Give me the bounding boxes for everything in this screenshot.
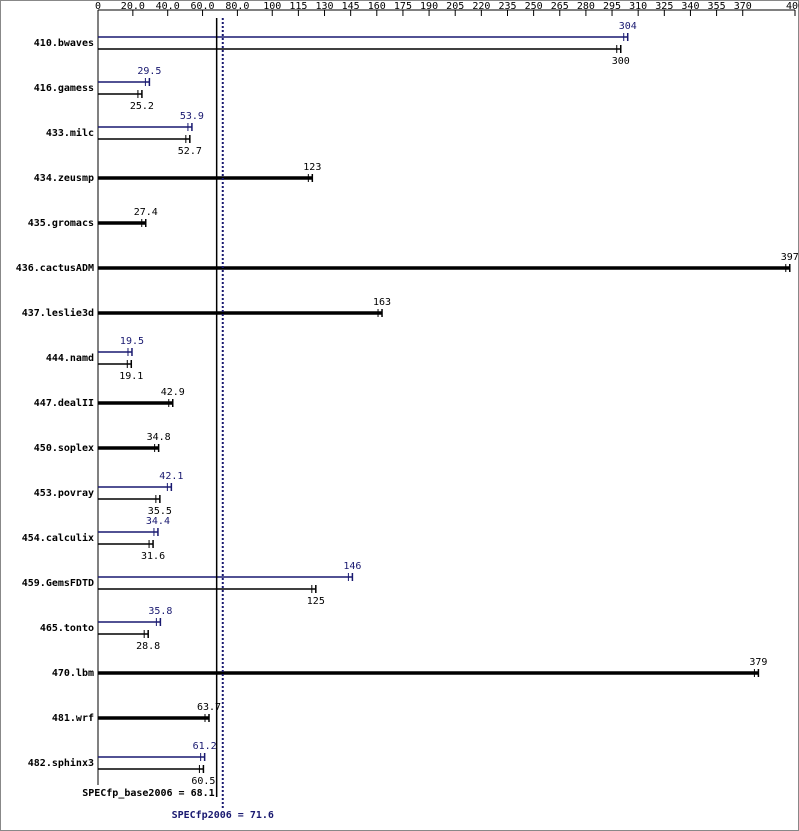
x-tick-label: 265 <box>551 1 569 12</box>
x-tick-label: 295 <box>603 1 621 12</box>
value-label: 304 <box>619 21 637 32</box>
value-label: 35.5 <box>148 506 172 517</box>
x-tick-label: 80.0 <box>225 1 249 12</box>
value-label: 379 <box>749 657 767 668</box>
x-tick-label: 190 <box>420 1 438 12</box>
value-label: 19.5 <box>120 336 144 347</box>
category-label: 416.gamess <box>34 83 94 94</box>
value-label: 35.8 <box>148 606 172 617</box>
category-label: 454.calculix <box>22 532 94 544</box>
value-label: 28.8 <box>136 641 160 652</box>
category-label: 482.sphinx3 <box>28 757 94 769</box>
category-label: 453.povray <box>34 488 94 499</box>
category-label: 444.namd <box>46 353 94 364</box>
x-tick-label: 20.0 <box>121 1 145 12</box>
x-tick-label: 205 <box>446 1 464 12</box>
value-label: 61.2 <box>193 741 217 752</box>
category-label: 465.tonto <box>40 623 94 634</box>
value-label: 163 <box>373 297 391 308</box>
category-label: 459.GemsFDTD <box>22 578 94 589</box>
reference-label: SPECfp2006 = 71.6 <box>172 810 274 821</box>
value-label: 125 <box>307 596 325 607</box>
category-label: 410.bwaves <box>34 38 94 49</box>
value-label: 146 <box>343 561 361 572</box>
category-label: 435.gromacs <box>28 218 94 229</box>
x-tick-label: 340 <box>681 1 699 12</box>
x-tick-label: 100 <box>263 1 281 12</box>
x-tick-label: 145 <box>342 1 360 12</box>
value-label: 29.5 <box>137 66 161 77</box>
reference-label: SPECfp_base2006 = 68.1 <box>82 788 214 799</box>
value-label: 53.9 <box>180 111 204 122</box>
value-label: 60.5 <box>191 776 215 787</box>
value-label: 25.2 <box>130 101 154 112</box>
x-tick-label: 310 <box>629 1 647 12</box>
x-tick-label: 0 <box>95 1 101 12</box>
x-tick-label: 60.0 <box>191 1 215 12</box>
value-label: 52.7 <box>178 146 202 157</box>
category-label: 481.wrf <box>52 713 94 724</box>
x-tick-label: 355 <box>708 1 726 12</box>
category-label: 436.cactusADM <box>16 263 94 274</box>
x-tick-label: 160 <box>368 1 386 12</box>
value-label: 42.9 <box>161 387 185 398</box>
value-label: 19.1 <box>119 371 143 382</box>
x-tick-label: 325 <box>655 1 673 12</box>
x-tick-label: 220 <box>472 1 490 12</box>
x-tick-label: 400 <box>786 1 799 12</box>
x-tick-label: 130 <box>315 1 333 12</box>
x-tick-label: 175 <box>394 1 412 12</box>
value-label: 34.4 <box>146 516 170 527</box>
category-label: 450.soplex <box>34 443 94 454</box>
x-tick-label: 250 <box>525 1 543 12</box>
x-tick-label: 40.0 <box>156 1 180 12</box>
value-label: 397 <box>781 252 799 263</box>
x-tick-label: 235 <box>498 1 516 12</box>
value-label: 27.4 <box>134 207 158 218</box>
category-label: 447.dealII <box>34 398 94 409</box>
x-tick-label: 115 <box>289 1 307 12</box>
x-tick-label: 280 <box>577 1 595 12</box>
category-label: 470.lbm <box>52 668 94 679</box>
category-label: 433.milc <box>46 127 94 139</box>
value-label: 34.8 <box>147 432 171 443</box>
x-tick-label: 370 <box>734 1 752 12</box>
value-label: 300 <box>612 56 630 67</box>
category-label: 437.leslie3d <box>22 307 94 319</box>
value-label: 42.1 <box>159 471 183 482</box>
value-label: 63.7 <box>197 702 221 713</box>
value-label: 123 <box>303 162 321 173</box>
value-label: 31.6 <box>141 551 165 562</box>
category-label: 434.zeusmp <box>34 173 94 184</box>
